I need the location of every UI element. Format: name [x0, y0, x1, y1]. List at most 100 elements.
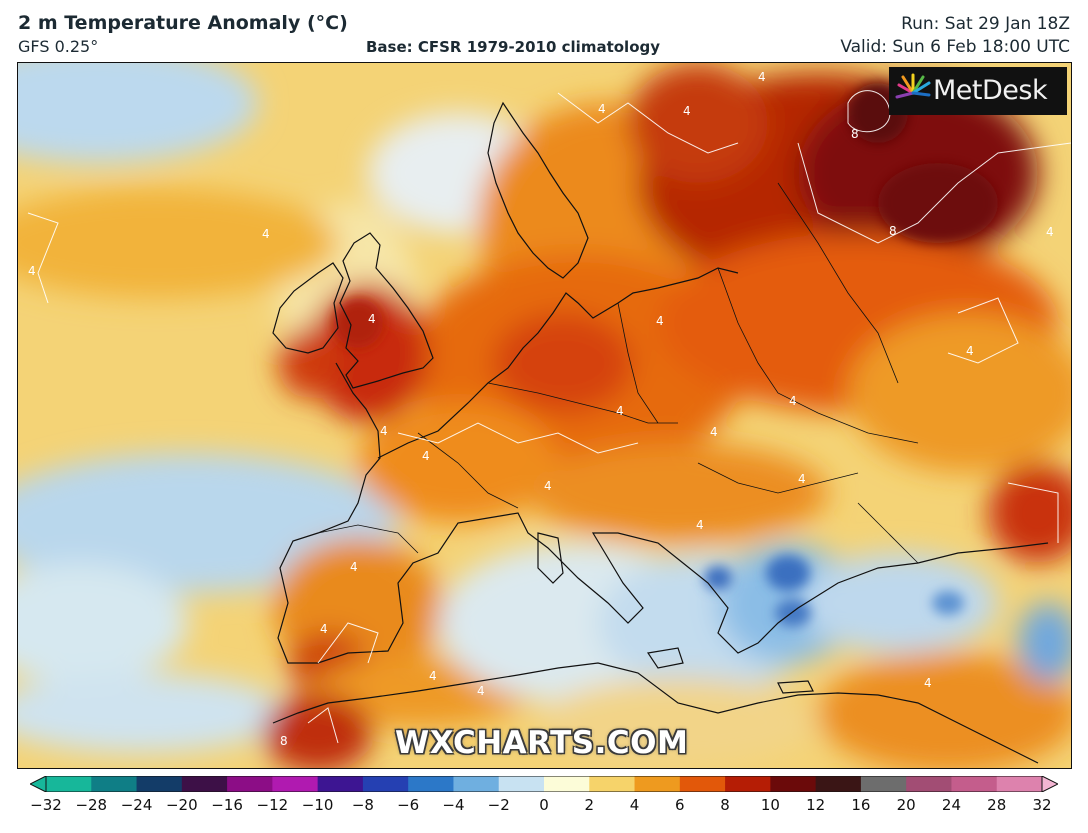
colorbar-cell	[815, 776, 862, 792]
contour-4-turkey	[1007, 482, 1059, 543]
contour-4-iberia	[317, 622, 379, 664]
coastline-ireland	[272, 262, 344, 354]
colorbar-cell	[589, 776, 636, 792]
colorbar-cell	[996, 776, 1043, 792]
contour-label: 4	[966, 344, 974, 358]
wxcharts-watermark: WXCHARTS.COM	[395, 725, 689, 761]
contour-label: 4	[616, 404, 624, 418]
colorbar-tick-label: 12	[806, 796, 826, 814]
metdesk-logo: MetDesk	[889, 67, 1067, 115]
colorbar-cell	[362, 776, 409, 792]
colorbar-cell	[770, 776, 817, 792]
contour-labels: 4 4 4 4 4 4 4 4 4 4 4 4 4 4 4 4 4 4 4 4 …	[28, 70, 1054, 748]
contour-label: 4	[696, 518, 704, 532]
metdesk-logo-text: MetDesk	[933, 75, 1048, 106]
temperature-anomaly-map: 4 4 4 4 4 4 4 4 4 4 4 4 4 4 4 4 4 4 4 4 …	[17, 62, 1072, 769]
contour-4-west	[27, 212, 59, 304]
contour-4-east	[947, 297, 1019, 364]
colorbar-cell	[227, 776, 273, 792]
colorbar-tick-label: −28	[75, 796, 108, 814]
contour-label: 4	[683, 104, 691, 118]
contour-8-morocco	[307, 707, 339, 744]
colorbar-cell	[136, 776, 183, 792]
colorbar-tick-label: −4	[442, 796, 465, 814]
contour-8-russia	[797, 142, 1071, 244]
coastlines	[272, 101, 1049, 764]
colorbar-tick-label: 32	[1032, 796, 1052, 814]
contour-label: 4	[798, 472, 806, 486]
border-eastern-europe	[717, 267, 919, 444]
contour-label: 4	[1046, 225, 1054, 239]
colorbar-tick-label: 10	[760, 796, 780, 814]
colorbar-tick-label: 20	[896, 796, 916, 814]
colorbar-tick-label: −16	[211, 796, 243, 814]
colorbar-cell	[181, 776, 228, 792]
contour-label: 4	[656, 314, 664, 328]
colorbar-tick-label: −6	[397, 796, 420, 814]
colorbar-max-extend	[1041, 776, 1058, 792]
colorbar	[30, 776, 1058, 792]
colorbar-tick-label: 16	[851, 796, 871, 814]
colorbar-tick-label: 8	[720, 796, 730, 814]
colorbar-cell	[860, 776, 907, 792]
valid-time-label: Valid: Sun 6 Feb 18:00 UTC	[840, 37, 1070, 57]
coastline-great-britain	[339, 232, 434, 389]
contour-label: 4	[544, 479, 552, 493]
contour-label: 4	[598, 102, 606, 116]
border-black-sea	[857, 502, 919, 564]
coastline-crete	[777, 680, 814, 694]
border-pyrenees	[317, 524, 419, 554]
contour-label: 4	[429, 669, 437, 683]
colorbar-cells	[30, 776, 1058, 792]
colorbar-tick-label: 6	[675, 796, 685, 814]
contour-label: 4	[368, 312, 376, 326]
colorbar-cell	[498, 776, 545, 792]
colorbar-cell	[679, 776, 726, 792]
coastline-scandinavia	[487, 101, 589, 279]
colorbar-tick-label: 28	[987, 796, 1007, 814]
coastline-north-africa	[272, 662, 1039, 764]
colorbar-cell	[91, 776, 138, 792]
run-time-label: Run: Sat 29 Jan 18Z	[901, 14, 1070, 34]
contour-label: 4	[262, 227, 270, 241]
colorbar-cell	[951, 776, 998, 792]
colorbar-tick-label: −24	[120, 796, 153, 814]
contour-label: 4	[350, 560, 358, 574]
colorbar-tick-label: 4	[629, 796, 640, 814]
map-canvas: 4 4 4 4 4 4 4 4 4 4 4 4 4 4 4 4 4 4 4 4 …	[18, 63, 1071, 768]
colorbar-cell	[408, 776, 454, 792]
colorbar-tick-label: −10	[301, 796, 334, 814]
colorbar-tick-label: −32	[30, 796, 62, 814]
colorbar-tick-label: −20	[165, 796, 198, 814]
colorbar-cell	[272, 776, 319, 792]
model-label: GFS 0.25°	[18, 37, 99, 56]
colorbar-cell	[46, 776, 92, 792]
contour-label: 4	[28, 264, 36, 278]
colorbar-cell	[906, 776, 952, 792]
contour-lines	[27, 90, 1071, 744]
colorbar-cell	[725, 776, 771, 792]
contour-label: 8	[851, 127, 859, 141]
colorbar-cell	[317, 776, 364, 792]
contour-label: 4	[380, 424, 388, 438]
contour-label: 8	[280, 734, 288, 748]
country-borders	[317, 182, 919, 564]
contour-label: 4	[320, 622, 328, 636]
colorbar-tick-label: 0	[539, 796, 549, 814]
coastline-northern-europe	[377, 267, 739, 459]
border-germany-south	[487, 382, 678, 424]
border-balkans	[697, 462, 859, 494]
border-france-east	[417, 432, 519, 509]
anomaly-field	[18, 63, 1071, 768]
colorbar-tick-label: −8	[351, 796, 374, 814]
colorbar-cell	[453, 776, 500, 792]
contour-label: 4	[789, 394, 797, 408]
colorbar-frame	[45, 776, 1043, 792]
colorbar-ticks: −32 −28 −24 −20 −16 −12 −10 −8 −6 −4 −2 0 2 4 6 8 10 12 16…	[0, 796, 1088, 820]
chart-title: 2 m Temperature Anomaly (°C)	[18, 12, 348, 34]
colorbar-tick-label: 24	[941, 796, 961, 814]
coastline-sicily	[646, 647, 684, 669]
contour-label: 8	[889, 224, 897, 238]
border-germany-poland	[617, 302, 659, 424]
colorbar-tick-label: −2	[487, 796, 510, 814]
